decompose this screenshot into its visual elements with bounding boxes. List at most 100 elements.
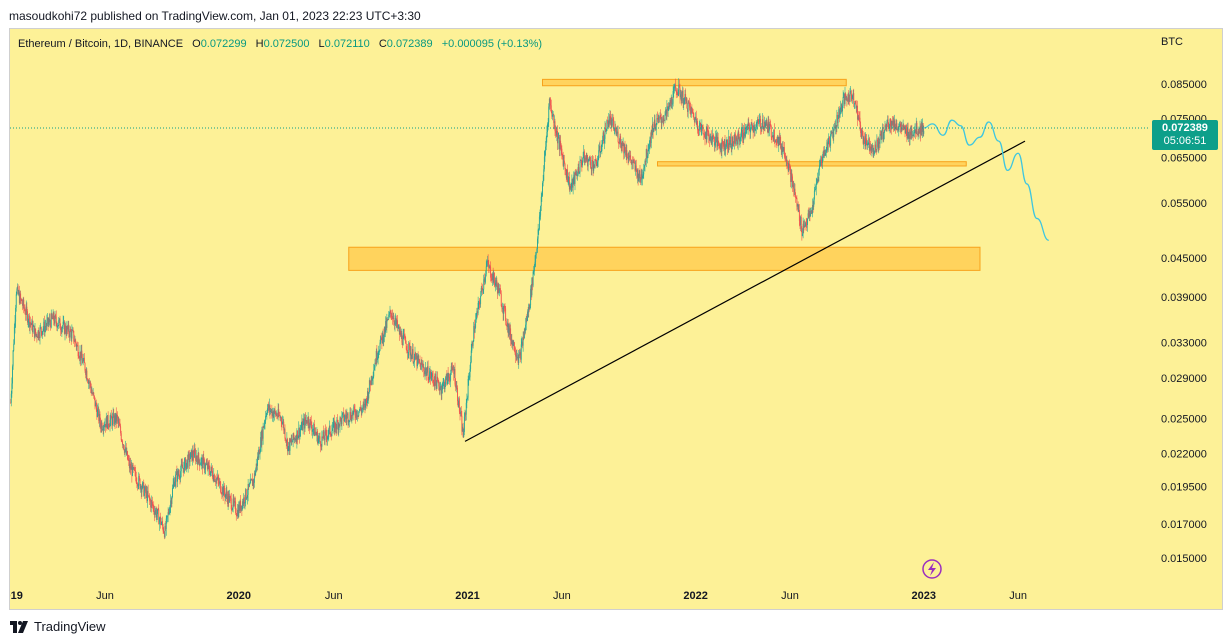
trendline[interactable] xyxy=(464,140,1026,442)
candle-body xyxy=(497,284,499,294)
candle-body xyxy=(480,287,482,296)
candle-body xyxy=(477,311,478,314)
candle-body xyxy=(97,408,99,410)
candle-body xyxy=(797,203,799,212)
candle-body xyxy=(730,136,732,149)
candle-body xyxy=(535,252,537,255)
candle-body xyxy=(630,159,632,164)
candle-body xyxy=(202,457,204,469)
candle-body xyxy=(272,411,274,418)
candle-body xyxy=(712,135,713,141)
drawings[interactable] xyxy=(464,119,1050,442)
last-price-value: 0.072389 xyxy=(1162,122,1208,134)
candle-body xyxy=(539,215,541,217)
price-tick-label: 0.055000 xyxy=(1161,198,1207,210)
candle-body xyxy=(739,138,741,142)
candle-body xyxy=(58,320,60,326)
candle-body xyxy=(469,369,471,378)
candle-body xyxy=(145,486,147,494)
candle-body xyxy=(188,454,190,463)
candle-body xyxy=(813,199,815,207)
time-axis[interactable]: 2019Jun2020Jun2021Jun2022Jun2023Jun xyxy=(10,590,1027,602)
candle-body xyxy=(681,96,683,101)
candle-body xyxy=(653,119,655,129)
candle-body xyxy=(103,426,105,431)
candle-body xyxy=(550,105,552,112)
candle-body xyxy=(44,326,46,332)
candle-body xyxy=(547,122,549,125)
candle-body xyxy=(95,402,97,407)
chart-container[interactable]: Ethereum / Bitcoin, 1D, BINANCE O0.07229… xyxy=(9,28,1223,610)
candle-body xyxy=(253,479,255,483)
candle-body xyxy=(540,206,542,216)
candle-body xyxy=(813,191,815,200)
candle-body xyxy=(476,311,478,316)
candle-body xyxy=(51,313,53,318)
candle-body xyxy=(27,311,28,323)
candle-body xyxy=(827,142,828,151)
candle-body xyxy=(686,98,688,109)
candle-body xyxy=(155,509,157,512)
candle-body xyxy=(232,508,233,510)
candle-body xyxy=(210,471,212,476)
candle-body xyxy=(834,126,836,128)
candle-body xyxy=(224,492,226,498)
candle-body xyxy=(289,438,291,451)
candle-body xyxy=(255,469,257,476)
candle-body xyxy=(345,415,347,418)
candle-body xyxy=(802,223,804,234)
candle-body xyxy=(479,303,481,305)
zone-2[interactable] xyxy=(657,161,967,167)
candle-body xyxy=(875,144,877,150)
candle-body xyxy=(551,111,553,117)
candle-body xyxy=(460,412,462,414)
candle-body xyxy=(799,221,801,226)
candle-body xyxy=(792,184,794,187)
candle-body xyxy=(426,371,428,376)
candle-body xyxy=(157,509,159,510)
candle-body xyxy=(588,157,590,160)
candle-body xyxy=(918,132,920,134)
candle-body xyxy=(235,502,237,514)
candle-body xyxy=(516,355,518,358)
candle-body xyxy=(806,224,808,226)
candle-body xyxy=(256,463,258,466)
support-resistance-zones[interactable] xyxy=(348,78,981,271)
price-axis[interactable]: BTC 0.0850000.0750000.0650000.0550000.04… xyxy=(1161,36,1207,565)
chart-svg[interactable]: Ethereum / Bitcoin, 1D, BINANCE O0.07229… xyxy=(10,29,1222,609)
chart-background xyxy=(10,29,1222,609)
projection-path[interactable] xyxy=(923,119,1050,241)
candle-body xyxy=(107,415,108,429)
candle-body xyxy=(591,159,593,169)
candle-body xyxy=(733,142,735,144)
candle-body xyxy=(467,397,468,399)
candle-body xyxy=(35,334,37,335)
candle-body xyxy=(904,126,906,134)
event-marker[interactable] xyxy=(922,559,942,579)
zone-1[interactable] xyxy=(542,78,847,87)
candle-body xyxy=(273,413,275,418)
candle-body xyxy=(642,175,643,179)
candle-body xyxy=(627,157,628,159)
zone-3[interactable] xyxy=(348,246,981,271)
candle-body xyxy=(45,326,47,328)
candle-body xyxy=(96,408,98,417)
candle-body xyxy=(397,320,398,328)
legend-symbol: Ethereum / Bitcoin, 1D, BINANCE xyxy=(18,38,183,50)
time-tick-label: Jun xyxy=(1009,590,1027,602)
candle-body xyxy=(867,143,868,146)
candle-body xyxy=(265,415,267,422)
candle-body xyxy=(657,118,658,119)
candle-body xyxy=(418,359,420,363)
candle-body xyxy=(790,168,792,182)
candle-body xyxy=(845,97,847,98)
candle-body xyxy=(482,287,483,291)
candle-body xyxy=(833,127,835,137)
candle-body xyxy=(748,122,750,125)
candle-body xyxy=(752,125,753,131)
candle-body xyxy=(502,308,503,310)
candle-body xyxy=(652,123,653,136)
candle-body xyxy=(472,342,473,346)
candle-body xyxy=(858,116,860,118)
candle-body xyxy=(360,407,362,410)
